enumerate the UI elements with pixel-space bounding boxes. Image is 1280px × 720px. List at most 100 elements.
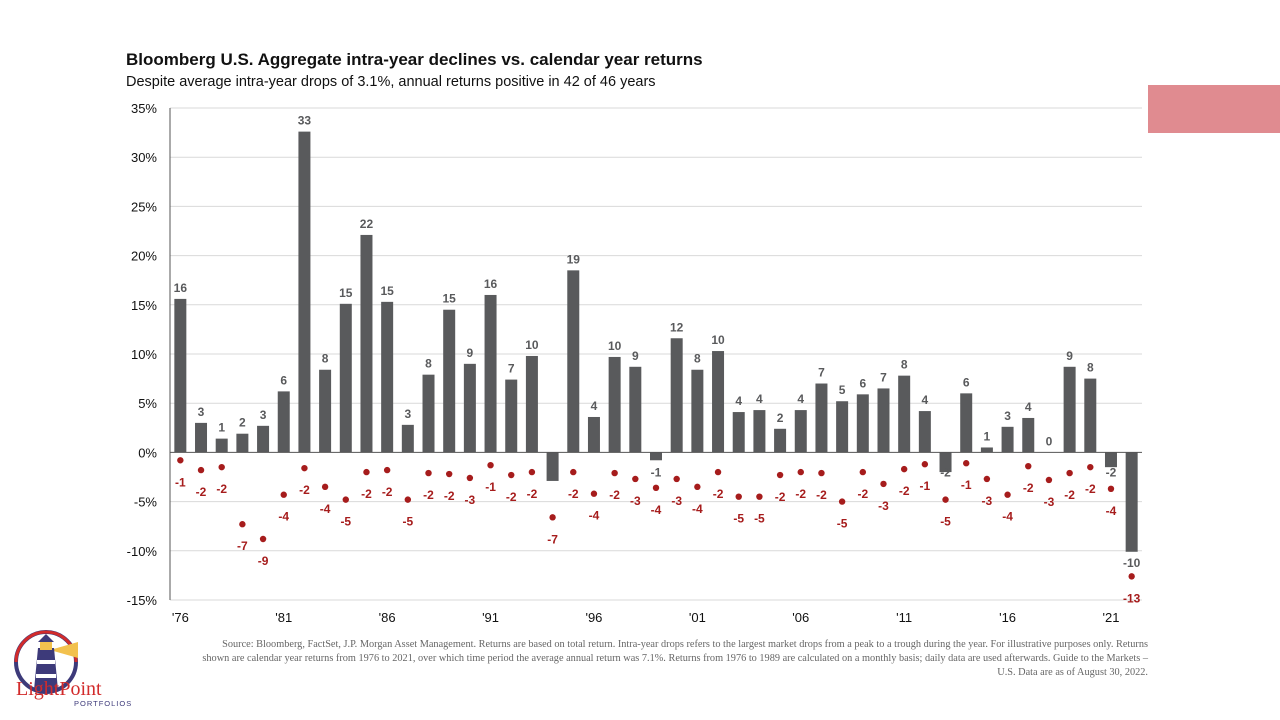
drop-label-2022: -13 (1123, 591, 1141, 605)
bar-label-2018: 0 (1046, 434, 1053, 448)
y-tick-label: 20% (131, 249, 157, 264)
drop-label-1986: -2 (382, 485, 393, 499)
bar-label-1983: 8 (322, 352, 329, 366)
y-tick-label: 5% (138, 396, 157, 411)
bar-2017 (1022, 417, 1035, 453)
bar-2011 (898, 375, 911, 453)
bar-1978 (215, 438, 228, 453)
drop-label-1983: -4 (320, 502, 331, 516)
bar-1985 (360, 234, 373, 453)
bar-label-1997: 10 (608, 339, 622, 353)
drop-label-1994: -7 (547, 532, 558, 546)
drop-point-1984 (342, 496, 349, 503)
drop-point-1995 (570, 468, 577, 476)
drop-point-2000 (673, 475, 680, 483)
drop-label-1977: -2 (196, 485, 207, 499)
drop-point-1985 (363, 468, 370, 476)
x-tick-label: '16 (999, 610, 1016, 625)
x-tick-label: '06 (792, 610, 809, 625)
bar-label-2013: -2 (940, 465, 951, 479)
bar-label-1986: 15 (380, 284, 394, 298)
drop-point-1989 (445, 470, 453, 478)
bar-label-2021: -2 (1106, 465, 1117, 479)
drop-label-1991: -1 (485, 480, 496, 494)
bar-label-2009: 6 (859, 376, 866, 390)
y-tick-label: 25% (131, 199, 157, 214)
drop-label-1979: -7 (237, 539, 248, 553)
drop-label-1978: -2 (216, 482, 227, 496)
drop-point-1991 (487, 461, 494, 469)
bar-label-2001: 8 (694, 352, 701, 366)
bar-label-1996: 4 (591, 399, 598, 413)
bar-label-1989: 15 (443, 292, 457, 306)
drop-label-1985: -2 (361, 487, 372, 501)
drop-label-2010: -3 (878, 499, 889, 513)
bar-1991 (484, 294, 497, 453)
chart-subtitle: Despite average intra-year drops of 3.1%… (126, 74, 656, 90)
bar-label-2020: 8 (1087, 361, 1094, 375)
y-tick-label: 30% (131, 150, 157, 165)
bar-label-1980: 3 (260, 408, 267, 422)
bar-1982 (298, 131, 311, 453)
drop-label-2004: -5 (754, 512, 765, 526)
drop-label-2018: -3 (1044, 495, 1055, 509)
drop-label-1995: -2 (568, 487, 579, 501)
x-tick-label: '76 (172, 610, 189, 625)
x-tick-label: '96 (585, 610, 602, 625)
bar-2008 (836, 401, 849, 453)
bar-1984 (339, 303, 352, 453)
drop-point-2007 (818, 469, 825, 477)
bar-label-1985: 22 (360, 217, 374, 231)
drop-label-2000: -3 (671, 494, 682, 508)
bar-label-1987: 3 (404, 407, 411, 421)
bar-label-2017: 4 (1025, 400, 1032, 414)
bar-label-2004: 4 (756, 392, 763, 406)
x-tick-label: '86 (379, 610, 396, 625)
drop-label-2015: -3 (982, 494, 993, 508)
bar-label-1979: 2 (239, 416, 246, 430)
bar-1987 (401, 424, 414, 453)
y-tick-label: -15% (127, 593, 158, 608)
bar-1980 (257, 425, 270, 453)
y-tick-label: 35% (131, 101, 157, 116)
drop-label-1984: -5 (340, 515, 351, 529)
x-tick-label: '21 (1103, 610, 1120, 625)
bar-label-2005: 2 (777, 411, 784, 425)
bar-label-1976: 16 (174, 281, 188, 295)
logo-subtext: PORTFOLIOS (74, 699, 133, 708)
bar-label-2007: 7 (818, 366, 825, 380)
drop-label-2021: -4 (1106, 504, 1117, 518)
drop-point-2014 (963, 460, 970, 467)
drop-label-1987: -5 (402, 515, 413, 529)
bar-label-2016: 3 (1004, 409, 1011, 423)
drop-label-1981: -4 (278, 510, 289, 524)
drop-point-1977 (197, 466, 205, 474)
drop-label-1988: -2 (423, 488, 434, 502)
drop-point-1993 (528, 468, 536, 476)
source-note: Source: Bloomberg, FactSet, J.P. Morgan … (202, 639, 1148, 678)
drop-label-2002: -2 (713, 487, 724, 501)
drop-label-2006: -2 (795, 487, 806, 501)
drop-point-2002 (714, 468, 722, 476)
drop-point-2022 (1128, 573, 1135, 580)
drop-label-2003: -5 (733, 512, 744, 526)
drop-point-2019 (1066, 469, 1073, 477)
bar-2009 (856, 394, 869, 453)
bar-1999 (650, 452, 662, 461)
bar-label-1988: 8 (425, 357, 432, 371)
drop-point-1980 (259, 535, 267, 543)
bar-label-2011: 8 (901, 358, 908, 372)
drop-point-2012 (921, 461, 929, 468)
bar-label-1981: 6 (280, 373, 287, 387)
drop-point-1982 (301, 464, 308, 472)
bar-2005 (774, 428, 787, 453)
drop-point-1998 (632, 475, 639, 483)
drop-point-1997 (611, 469, 618, 477)
drop-label-2019: -2 (1064, 488, 1075, 502)
bar-2015 (980, 447, 993, 453)
drop-point-2003 (735, 493, 742, 500)
drop-label-2005: -2 (775, 490, 786, 504)
y-tick-label: 0% (138, 445, 157, 460)
bar-label-1995: 19 (567, 252, 581, 266)
drop-label-1993: -2 (527, 487, 538, 501)
